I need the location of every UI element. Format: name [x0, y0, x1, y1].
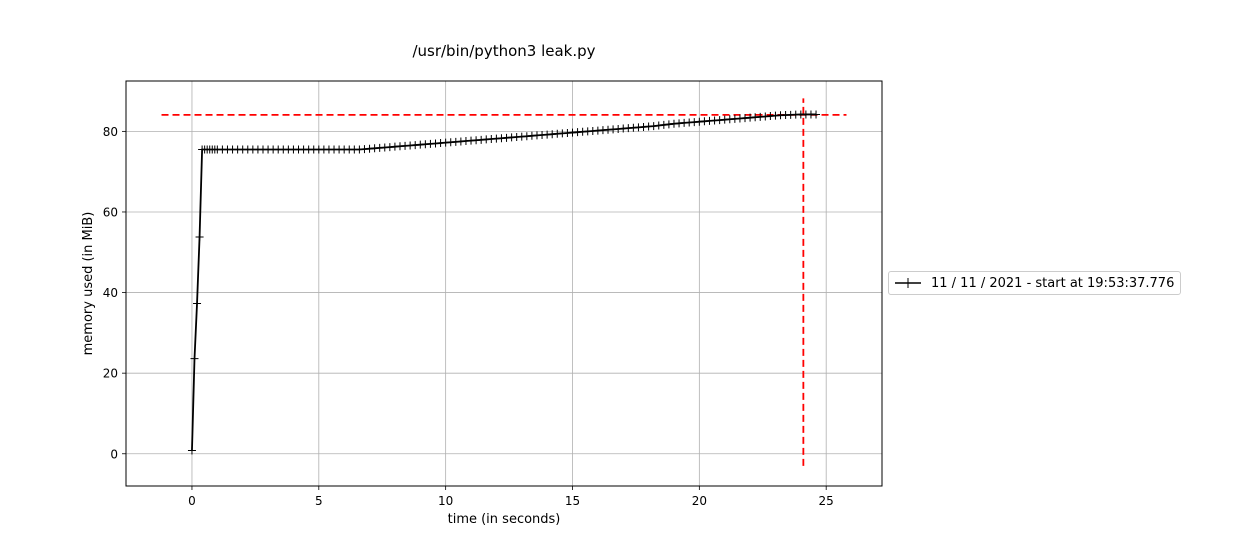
x-tick-label: 25 [819, 494, 834, 508]
data-point-marker [187, 446, 196, 455]
chart-title: /usr/bin/python3 leak.py [412, 42, 595, 60]
legend-line-icon [895, 278, 921, 288]
y-axis-label: memory used (in MiB) [81, 212, 96, 356]
data-point-marker [195, 232, 204, 241]
legend: 11 / 11 / 2021 - start at 19:53:37.776 [888, 271, 1182, 295]
data-point-marker [664, 120, 673, 129]
x-tick-label: 20 [692, 494, 707, 508]
grid-lines [126, 81, 882, 486]
data-point-marker [193, 299, 202, 308]
legend-label: 11 / 11 / 2021 - start at 19:53:37.776 [931, 275, 1175, 291]
y-tick-label: 60 [103, 205, 118, 219]
x-tick-label: 10 [438, 494, 453, 508]
y-tick-label: 20 [103, 367, 118, 381]
data-series [187, 110, 821, 455]
x-axis-ticks: 0 5 10 15 20 25 [188, 486, 834, 508]
y-axis-ticks: 0 20 40 60 80 [103, 125, 126, 461]
data-point-marker [654, 121, 663, 130]
x-tick-label: 5 [315, 494, 323, 508]
x-tick-label: 0 [188, 494, 196, 508]
plot-frame [125, 80, 883, 487]
data-point-marker [649, 122, 658, 131]
data-point-marker [190, 354, 199, 363]
y-tick-label: 0 [110, 447, 118, 461]
series-line [191, 113, 817, 451]
reference-lines [161, 98, 847, 466]
y-tick-label: 40 [103, 286, 118, 300]
x-tick-label: 15 [565, 494, 580, 508]
data-point-marker [659, 120, 668, 129]
x-axis-label: time (in seconds) [448, 512, 561, 527]
y-tick-label: 80 [103, 125, 118, 139]
data-point-marker [812, 110, 821, 119]
